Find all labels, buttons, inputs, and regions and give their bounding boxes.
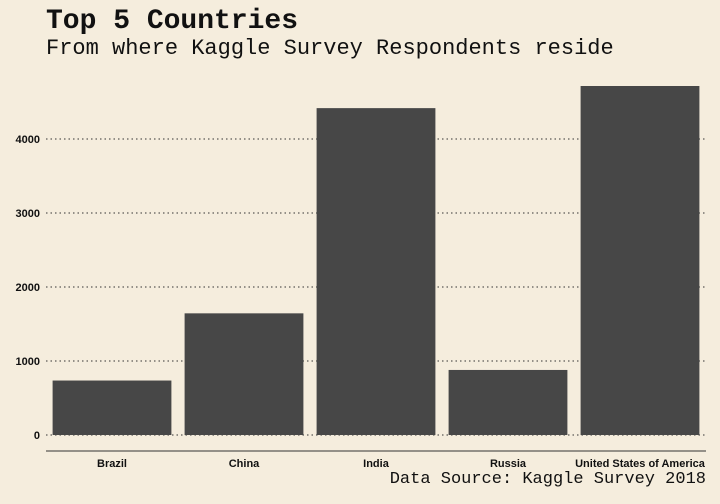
chart-title: Top 5 Countries (46, 6, 299, 37)
chart-subtitle: From where Kaggle Survey Respondents res… (46, 36, 614, 61)
y-tick-label: 0 (34, 430, 40, 442)
bar-russia (448, 369, 568, 435)
bar-india (316, 108, 436, 435)
chart-caption: Data Source: Kaggle Survey 2018 (389, 470, 706, 489)
x-tick-label: Brazil (97, 458, 127, 470)
y-tick-label: 4000 (16, 134, 40, 146)
bar-china (184, 313, 304, 435)
bar-brazil (52, 380, 172, 435)
x-tick-label: China (229, 458, 260, 470)
y-tick-label: 1000 (16, 356, 40, 368)
y-tick-label: 2000 (16, 282, 40, 294)
x-tick-label: United States of America (575, 458, 706, 470)
x-tick-label: Russia (490, 458, 527, 470)
y-tick-label: 3000 (16, 208, 40, 220)
bar-united-states-of-america (580, 86, 700, 435)
x-tick-label: India (363, 458, 390, 470)
